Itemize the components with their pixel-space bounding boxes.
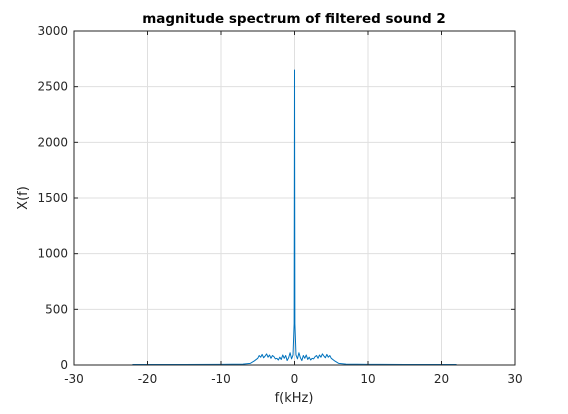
y-tick-label: 2500 xyxy=(37,80,68,94)
y-axis-label: X(f) xyxy=(16,186,31,210)
x-tick-label: -30 xyxy=(64,372,84,386)
x-tick-label: -20 xyxy=(138,372,158,386)
y-tick-label: 0 xyxy=(60,358,68,372)
y-tick-label: 1500 xyxy=(37,191,68,205)
ticks: -30 -20 -10 0 10 20 30 0 500 1000 1500 2000 2500 3000 xyxy=(37,24,522,386)
y-tick-label: 3000 xyxy=(37,24,68,38)
series-line-0 xyxy=(132,69,457,366)
x-tick-label: 10 xyxy=(360,372,375,386)
y-tick-label: 1000 xyxy=(37,247,68,261)
chart-title: magnitude spectrum of filtered sound 2 xyxy=(142,11,446,27)
y-tick-label: 2000 xyxy=(37,135,68,149)
x-tick-label: -10 xyxy=(211,372,231,386)
y-tick-label: 500 xyxy=(45,302,68,316)
x-tick-label: 0 xyxy=(291,372,299,386)
series-layer xyxy=(132,69,457,366)
x-tick-label: 20 xyxy=(434,372,449,386)
x-tick-label: 30 xyxy=(507,372,522,386)
x-axis-label: f(kHz) xyxy=(275,391,314,406)
